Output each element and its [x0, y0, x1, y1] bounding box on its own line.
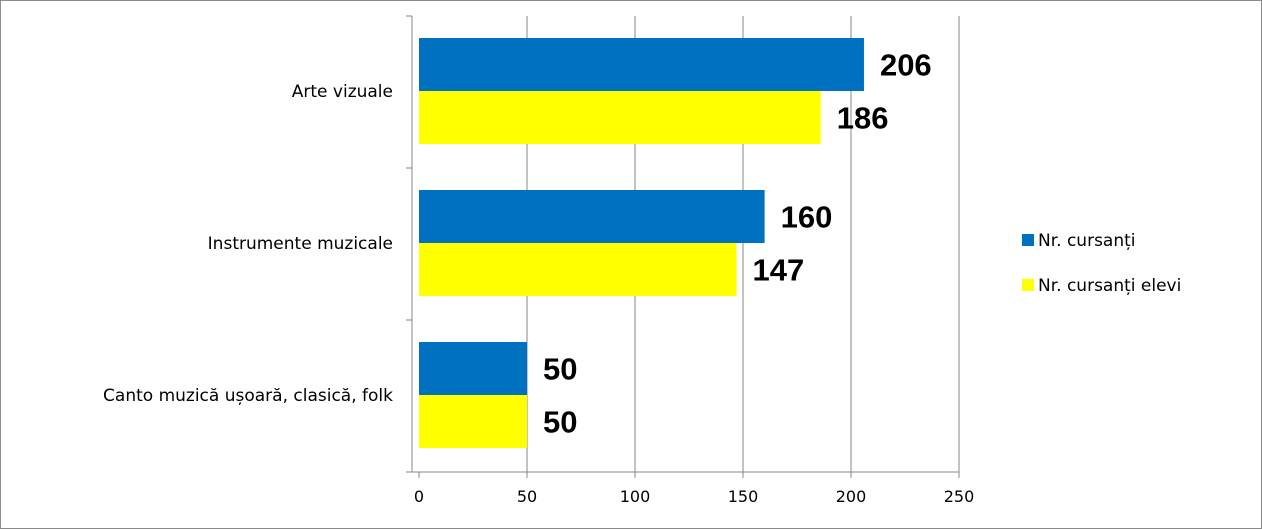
data-label: 50 [543, 405, 577, 440]
category-label: Canto muzică ușoară, clasică, folk [103, 386, 393, 406]
data-label: 160 [781, 200, 833, 235]
bar-nr-cursanti [419, 190, 765, 243]
bar-nr-cursanti-elevi [419, 91, 821, 144]
x-tick-label: 100 [620, 487, 651, 506]
legend-label: Nr. cursanți elevi [1038, 276, 1181, 296]
data-label: 147 [753, 253, 805, 288]
bar-nr-cursanti [419, 38, 864, 91]
data-label: 186 [837, 101, 889, 136]
bar-nr-cursanti [419, 342, 527, 395]
x-tick-label: 200 [836, 487, 867, 506]
category-label: Instrumente muzicale [208, 234, 393, 254]
legend-label: Nr. cursanți [1038, 231, 1136, 251]
bar-nr-cursanti-elevi [419, 395, 527, 448]
x-tick-label: 0 [414, 487, 424, 506]
x-tick-label: 50 [517, 487, 537, 506]
data-label: 206 [880, 48, 932, 83]
x-tick-label: 150 [728, 487, 759, 506]
x-tick-label: 250 [944, 487, 975, 506]
bar-nr-cursanti-elevi [419, 243, 737, 296]
category-label: Arte vizuale [292, 82, 393, 102]
legend-swatch [1022, 279, 1034, 291]
legend-swatch [1022, 234, 1034, 246]
data-label: 50 [543, 352, 577, 387]
